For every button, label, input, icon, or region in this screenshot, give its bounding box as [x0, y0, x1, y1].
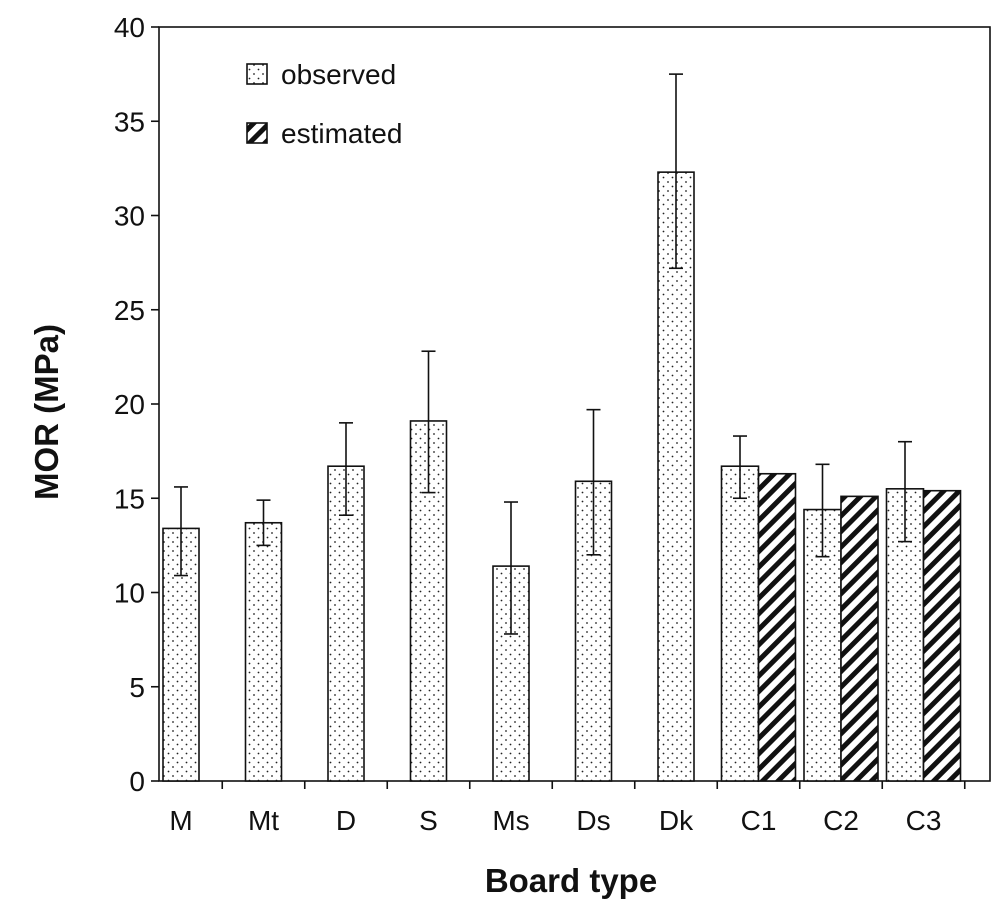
x-tick-label: Ds — [576, 805, 610, 836]
y-tick-label: 25 — [114, 295, 145, 326]
bar-estimated — [922, 489, 962, 782]
bar-observed — [244, 521, 283, 782]
x-tick-label: Mt — [248, 805, 279, 836]
y-tick-label: 5 — [129, 672, 145, 703]
y-tick-label: 10 — [114, 578, 145, 609]
y-tick-label: 30 — [114, 201, 145, 232]
x-tick-label: C1 — [741, 805, 777, 836]
x-tick-label: Ms — [492, 805, 529, 836]
y-axis-title: MOR (MPa) — [28, 324, 65, 500]
legend-swatch — [246, 122, 268, 144]
bar-estimated — [757, 472, 797, 782]
legend: observed estimated — [246, 59, 402, 149]
legend-label: observed — [281, 59, 396, 90]
y-tick-label: 15 — [114, 483, 145, 514]
chart-marks — [162, 73, 962, 782]
x-tick-label: D — [336, 805, 356, 836]
y-tick-label: 0 — [129, 766, 145, 797]
legend-swatch — [246, 63, 268, 85]
y-tick-label: 35 — [114, 106, 145, 137]
y-tick-label: 20 — [114, 389, 145, 420]
x-tick-label: S — [419, 805, 438, 836]
bar-observed — [327, 465, 365, 782]
x-axis-title: Board type — [485, 862, 657, 899]
bar-estimated — [840, 495, 879, 782]
y-tick-label: 40 — [114, 12, 145, 43]
x-tick-label: M — [169, 805, 192, 836]
x-tick-label: C3 — [906, 805, 942, 836]
bar-observed — [720, 465, 760, 782]
legend-label: estimated — [281, 118, 402, 149]
x-tick-label: C2 — [823, 805, 859, 836]
x-axis: M Mt D S Ms Ds Dk C1 C2 C3 — [169, 781, 966, 836]
y-axis: 0 5 10 15 20 25 30 35 40 — [114, 12, 159, 797]
x-tick-label: Dk — [659, 805, 694, 836]
